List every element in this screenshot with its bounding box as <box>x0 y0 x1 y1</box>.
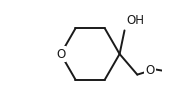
Text: O: O <box>145 64 155 77</box>
Text: OH: OH <box>126 14 144 28</box>
Text: O: O <box>56 48 65 60</box>
